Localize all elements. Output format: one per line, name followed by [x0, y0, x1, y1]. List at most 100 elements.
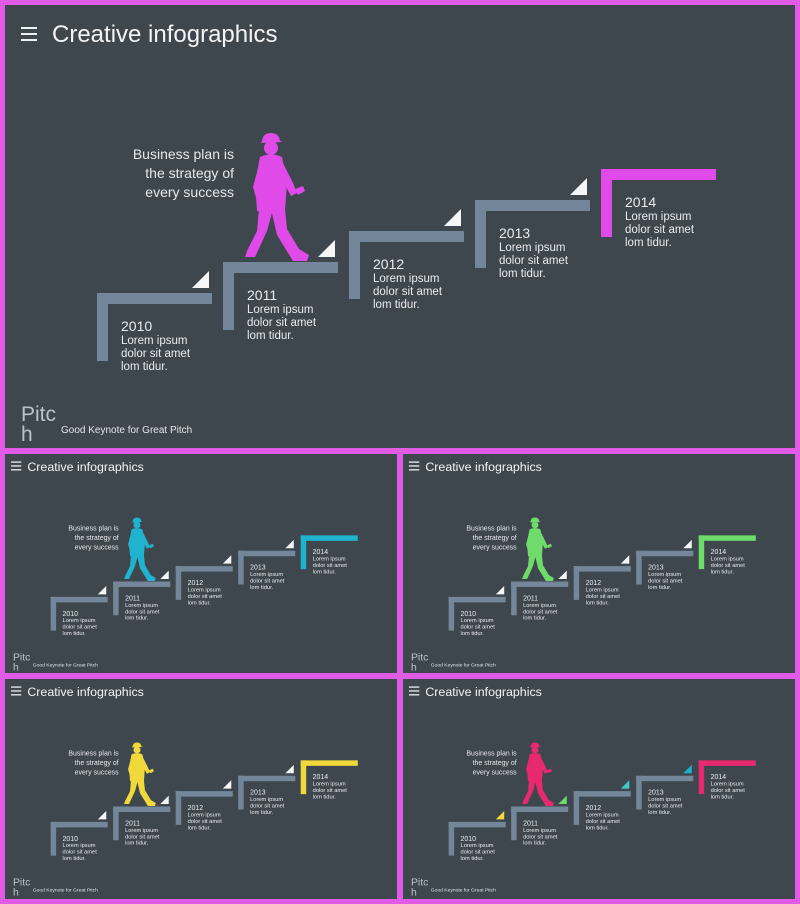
step-year: 2013	[250, 563, 266, 572]
slide-thumbnail-pink[interactable]: Creative infographics Business plan is t…	[403, 679, 795, 899]
step-description: Lorem ipsum dolor sit amet lom tidur.	[247, 304, 317, 342]
step-marker-icon	[620, 555, 630, 564]
stair-riser-2014	[300, 535, 307, 570]
slide-content: Creative infographics Business plan is t…	[403, 454, 795, 673]
walking-worker-icon	[522, 742, 554, 807]
step-year: 2014	[312, 772, 329, 781]
stair-step-2010	[97, 293, 212, 304]
step-description: Lorem ipsum dolor sit amet lom tidur.	[187, 811, 222, 831]
step-description: Lorem ipsum dolor sit amet lom tidur.	[312, 781, 347, 801]
stair-riser-2010	[97, 293, 108, 361]
step-marker-icon	[160, 570, 169, 580]
stair-step-2014	[698, 760, 756, 766]
step-description: Lorem ipsum dolor sit amet lom tidur.	[312, 556, 347, 576]
step-label-2014: 2014 Lorem ipsum dolor sit amet lom tidur…	[313, 773, 358, 801]
step-label-2011: 2011 Lorem ipsum dolor sit amet lom tidur…	[125, 819, 170, 847]
stair-step-2010	[50, 596, 108, 603]
step-marker-icon	[222, 780, 232, 789]
step-year: 2010	[62, 834, 79, 843]
step-year: 2012	[373, 256, 405, 272]
step-year: 2012	[187, 578, 204, 587]
stair-step-2013	[238, 550, 296, 557]
step-year: 2011	[247, 287, 278, 303]
stair-riser-2012	[573, 791, 580, 825]
step-year: 2011	[523, 593, 539, 602]
step-marker-icon	[222, 555, 232, 564]
stair-step-2013	[636, 550, 694, 557]
step-description: Lorem ipsum dolor sit amet lom tidur.	[460, 842, 495, 862]
slide-thumbnail-cyan[interactable]: Creative infographics Business plan is t…	[5, 454, 397, 673]
step-label-2014: 2014 Lorem ipsum dolor sit amet lom tidur…	[313, 548, 358, 576]
hamburger-menu-icon[interactable]	[408, 461, 420, 471]
step-marker-icon	[495, 585, 505, 595]
step-description: Lorem ipsum dolor sit amet lom tidur.	[585, 586, 620, 606]
stair-step-2013	[238, 775, 296, 782]
stair-step-2011	[113, 806, 171, 812]
stair-riser-2010	[448, 596, 455, 631]
hamburger-menu-icon[interactable]	[21, 27, 37, 41]
stair-step-2011	[511, 581, 569, 587]
stair-riser-2011	[113, 581, 119, 616]
step-label-2011: 2011 Lorem ipsum dolor sit amet lom tidur…	[523, 819, 568, 847]
step-label-2012: 2012 Lorem ipsum dolor sit amet lom tidur…	[188, 579, 233, 607]
step-year: 2013	[648, 563, 664, 572]
step-marker-icon	[318, 240, 335, 257]
step-marker-icon	[192, 271, 209, 288]
brand-tagline: Good Keynote for Great Pitch	[430, 662, 496, 668]
stair-riser-2010	[448, 821, 455, 856]
step-description: Lorem ipsum dolor sit amet lom tidur.	[460, 617, 495, 637]
slide-main[interactable]: Creative infographics Business plan is t…	[5, 5, 795, 448]
step-marker-icon	[495, 810, 505, 820]
tagline: Business plan is the strategy of every s…	[466, 748, 517, 776]
step-marker-icon	[683, 539, 692, 549]
tagline: Business plan is the strategy of every s…	[68, 748, 119, 776]
stair-step-2014	[300, 760, 358, 766]
step-description: Lorem ipsum dolor sit amet lom tidur.	[648, 571, 683, 591]
hamburger-menu-icon[interactable]	[10, 686, 22, 696]
brand-logo: Pitch	[12, 651, 31, 673]
step-year: 2013	[648, 788, 664, 797]
step-description: Lorem ipsum dolor sit amet lom tidur.	[710, 781, 745, 801]
step-label-2014: 2014 Lorem ipsum dolor sit amet lom tidur…	[711, 548, 756, 576]
stair-riser-2014	[698, 760, 705, 795]
stair-riser-2011	[223, 262, 234, 330]
step-year: 2013	[250, 788, 266, 797]
step-year: 2010	[121, 318, 153, 334]
slide-thumbnail-green[interactable]: Creative infographics Business plan is t…	[403, 454, 795, 673]
tagline: Business plan is the strategy of every s…	[68, 523, 119, 551]
step-year: 2011	[125, 818, 141, 827]
stair-step-2012	[573, 791, 631, 797]
step-label-2014: 2014 Lorem ipsum dolor sit amet lom tidur…	[711, 773, 756, 801]
step-label-2012: 2012 Lorem ipsum dolor sit amet lom tidur…	[586, 579, 631, 607]
brand-logo: Pitch	[410, 651, 429, 673]
stair-step-2011	[223, 262, 338, 273]
step-description: Lorem ipsum dolor sit amet lom tidur.	[125, 827, 160, 847]
stair-step-2013	[636, 775, 694, 782]
hamburger-menu-icon[interactable]	[10, 461, 22, 471]
step-description: Lorem ipsum dolor sit amet lom tidur.	[499, 242, 569, 280]
step-description: Lorem ipsum dolor sit amet lom tidur.	[121, 335, 191, 373]
tagline: Business plan is the strategy of every s…	[132, 146, 234, 200]
step-year: 2012	[585, 803, 602, 812]
slide-thumbnail-yellow[interactable]: Creative infographics Business plan is t…	[5, 679, 397, 899]
step-label-2012: 2012 Lorem ipsum dolor sit amet lom tidur…	[586, 804, 631, 832]
step-marker-icon	[285, 764, 294, 774]
stair-step-2010	[448, 596, 506, 603]
walking-worker-icon	[124, 517, 156, 582]
step-marker-icon	[558, 795, 567, 805]
step-description: Lorem ipsum dolor sit amet lom tidur.	[250, 796, 285, 816]
stair-step-2014	[698, 535, 756, 541]
slide-content: Creative infographics Business plan is t…	[5, 5, 795, 448]
stair-step-2012	[573, 566, 631, 572]
stair-riser-2014	[698, 535, 705, 570]
step-description: Lorem ipsum dolor sit amet lom tidur.	[625, 211, 695, 249]
step-marker-icon	[285, 539, 294, 549]
brand-logo: Pitch	[12, 876, 31, 898]
step-description: Lorem ipsum dolor sit amet lom tidur.	[523, 602, 558, 622]
stair-riser-2013	[636, 550, 642, 585]
slide-title: Creative infographics	[27, 459, 144, 474]
stair-riser-2011	[113, 806, 119, 841]
hamburger-menu-icon[interactable]	[408, 686, 420, 696]
walking-worker-icon	[124, 742, 156, 807]
step-description: Lorem ipsum dolor sit amet lom tidur.	[62, 617, 97, 637]
